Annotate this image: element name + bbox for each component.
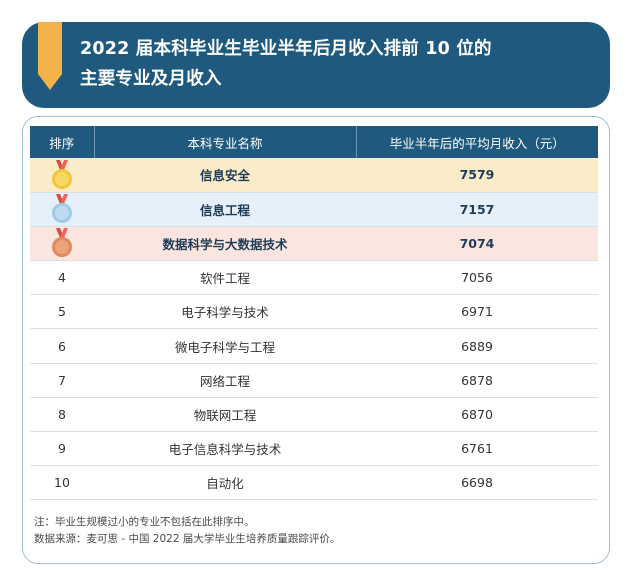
rank-cell bbox=[30, 192, 94, 227]
table-row: 9 电子信息科学与技术 6761 bbox=[30, 431, 598, 467]
income-cell: 6698 bbox=[356, 465, 598, 501]
source-text: 数据来源：麦可思 - 中国 2022 届大学毕业生培养质量跟踪评价。 bbox=[34, 533, 341, 545]
income-cell: 6971 bbox=[356, 294, 598, 330]
title-banner bbox=[22, 22, 610, 108]
rank-cell: 7 bbox=[30, 363, 94, 398]
major-cell: 网络工程 bbox=[94, 363, 356, 398]
rank-cell: 9 bbox=[30, 431, 94, 467]
income-cell: 7157 bbox=[356, 192, 598, 227]
table-row: 数据科学与大数据技术 7074 bbox=[30, 226, 598, 262]
bronze-medal-icon bbox=[52, 228, 72, 258]
major-cell: 自动化 bbox=[94, 465, 356, 501]
gold-medal-icon bbox=[52, 159, 72, 189]
rank-cell: 5 bbox=[30, 294, 94, 330]
income-cell: 7579 bbox=[356, 158, 598, 193]
rank-cell: 4 bbox=[30, 260, 94, 296]
major-cell: 信息工程 bbox=[94, 192, 356, 227]
rank-cell: 6 bbox=[30, 328, 94, 364]
major-cell: 物联网工程 bbox=[94, 397, 356, 433]
major-cell: 电子科学与技术 bbox=[94, 294, 356, 330]
income-cell: 6878 bbox=[356, 363, 598, 398]
major-cell: 信息安全 bbox=[94, 158, 356, 193]
table-notes: 注：毕业生规模过小的专业不包括在此排序中。 数据来源：麦可思 - 中国 2022… bbox=[34, 514, 594, 548]
title-line-2: 主要专业及月收入 bbox=[80, 69, 222, 89]
rank-cell bbox=[30, 226, 94, 262]
income-cell: 7074 bbox=[356, 226, 598, 262]
page-title: 2022 届本科毕业生毕业半年后月收入排前 10 位的 主要专业及月收入 bbox=[80, 34, 580, 94]
silver-medal-icon bbox=[52, 194, 72, 224]
table-row: 信息安全 7579 bbox=[30, 158, 598, 193]
table-row: 4 软件工程 7056 bbox=[30, 260, 598, 296]
rank-cell: 8 bbox=[30, 397, 94, 433]
header-income: 毕业半年后的平均月收入（元） bbox=[356, 126, 598, 158]
table-header-row: 排序 本科专业名称 毕业半年后的平均月收入（元） bbox=[30, 126, 598, 158]
rank-cell bbox=[30, 158, 94, 193]
major-cell: 数据科学与大数据技术 bbox=[94, 226, 356, 262]
rank-cell: 10 bbox=[30, 465, 94, 501]
header-rank: 排序 bbox=[30, 126, 95, 158]
major-cell: 微电子科学与工程 bbox=[94, 328, 356, 364]
header-major: 本科专业名称 bbox=[94, 126, 357, 158]
major-cell: 电子信息科学与技术 bbox=[94, 431, 356, 467]
table-row: 信息工程 7157 bbox=[30, 192, 598, 227]
table-row: 10 自动化 6698 bbox=[30, 465, 598, 501]
table-row: 8 物联网工程 6870 bbox=[30, 397, 598, 433]
bookmark-ribbon-icon bbox=[38, 22, 62, 90]
note-text: 注：毕业生规模过小的专业不包括在此排序中。 bbox=[34, 516, 255, 528]
table-row: 6 微电子科学与工程 6889 bbox=[30, 328, 598, 364]
income-cell: 6761 bbox=[356, 431, 598, 467]
major-cell: 软件工程 bbox=[94, 260, 356, 296]
income-cell: 7056 bbox=[356, 260, 598, 296]
income-ranking-table: 排序 本科专业名称 毕业半年后的平均月收入（元） 信息安全 7579 bbox=[30, 126, 598, 501]
income-cell: 6870 bbox=[356, 397, 598, 433]
table-row: 7 网络工程 6878 bbox=[30, 363, 598, 398]
title-line-1: 2022 届本科毕业生毕业半年后月收入排前 10 位的 bbox=[80, 39, 492, 59]
income-cell: 6889 bbox=[356, 328, 598, 364]
table-row: 5 电子科学与技术 6971 bbox=[30, 294, 598, 330]
